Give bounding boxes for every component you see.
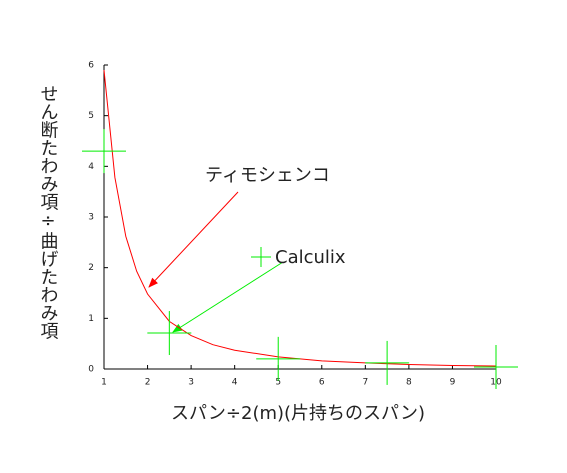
y-tick-label: 4 <box>88 162 94 172</box>
cross-marker <box>365 340 410 385</box>
y-axis-label: せん断たわみ項÷曲げたわみ項 <box>38 85 59 340</box>
y-tick-label: 1 <box>88 314 94 324</box>
cross-marker <box>474 344 518 389</box>
arrow <box>148 191 239 288</box>
y-tick-label: 2 <box>88 263 94 273</box>
y-tick-label: 3 <box>88 213 94 223</box>
x-tick-label: 8 <box>406 378 412 388</box>
series-line <box>103 70 497 367</box>
x-tick-label: 4 <box>232 378 238 388</box>
x-tick-label: 7 <box>362 378 368 388</box>
annotation: ティモシェンコ <box>205 165 330 186</box>
x-tick-label: 3 <box>188 378 194 388</box>
x-axis-label: スパン÷2(m)(片持ちのスパン) <box>171 403 425 424</box>
cross-marker <box>82 129 126 174</box>
cross-marker <box>147 311 192 356</box>
arrow <box>172 261 284 333</box>
cross-marker <box>256 336 301 381</box>
x-tick-label: 2 <box>145 378 151 388</box>
annotation: Calculix <box>275 247 346 268</box>
x-tick-label: 6 <box>319 378 325 388</box>
x-tick-label: 1 <box>101 378 107 388</box>
x-tick-label: 5 <box>275 378 281 388</box>
x-tick-label: 9 <box>450 378 456 388</box>
y-tick-label: 5 <box>88 111 94 121</box>
y-tick-label: 0 <box>88 365 94 375</box>
y-tick-label: 6 <box>88 61 94 71</box>
